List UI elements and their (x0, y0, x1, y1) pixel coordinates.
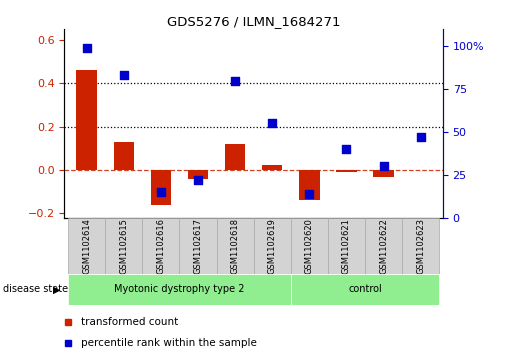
Point (268, 121, 277, 126)
Text: control: control (348, 285, 382, 294)
Point (231, 78, 239, 83)
Bar (76, 70, 97, 170)
Bar (113, 142, 134, 170)
Text: GSM1102622: GSM1102622 (379, 218, 388, 274)
Bar (365, 218, 402, 274)
Bar (253, 218, 291, 274)
Text: transformed count: transformed count (81, 317, 179, 327)
Text: GSM1102623: GSM1102623 (416, 218, 425, 274)
Text: GSM1102617: GSM1102617 (194, 218, 202, 274)
Bar (328, 218, 365, 274)
Text: ▶: ▶ (53, 285, 60, 294)
Point (417, 134, 425, 140)
Text: GSM1102621: GSM1102621 (342, 218, 351, 274)
Bar (225, 144, 245, 170)
Text: GSM1102620: GSM1102620 (305, 218, 314, 274)
Bar (68, 218, 105, 274)
Bar (402, 218, 439, 274)
Text: percentile rank within the sample: percentile rank within the sample (81, 338, 258, 347)
Point (157, 189, 165, 195)
Point (380, 163, 388, 169)
Text: GSM1102618: GSM1102618 (231, 218, 239, 274)
Point (305, 191, 314, 197)
Bar (68, 274, 291, 305)
Text: GSM1102619: GSM1102619 (268, 218, 277, 274)
Text: disease state: disease state (3, 285, 67, 294)
Bar (262, 165, 282, 170)
Bar (142, 218, 179, 274)
Point (194, 177, 202, 183)
Point (82, 45, 91, 51)
Text: GSM1102616: GSM1102616 (157, 218, 165, 274)
Bar (291, 274, 439, 305)
Bar (299, 170, 319, 200)
Bar (105, 218, 142, 274)
Bar (373, 170, 394, 176)
Text: GSM1102614: GSM1102614 (82, 218, 91, 274)
Bar (151, 170, 171, 205)
Text: GSM1102615: GSM1102615 (119, 218, 128, 274)
Title: GDS5276 / ILMN_1684271: GDS5276 / ILMN_1684271 (167, 15, 340, 28)
Point (119, 73, 128, 78)
Bar (188, 170, 208, 179)
Bar (179, 218, 216, 274)
Bar (336, 170, 356, 172)
Bar (216, 218, 253, 274)
Text: Myotonic dystrophy type 2: Myotonic dystrophy type 2 (114, 285, 245, 294)
Bar (291, 218, 328, 274)
Point (342, 146, 351, 152)
